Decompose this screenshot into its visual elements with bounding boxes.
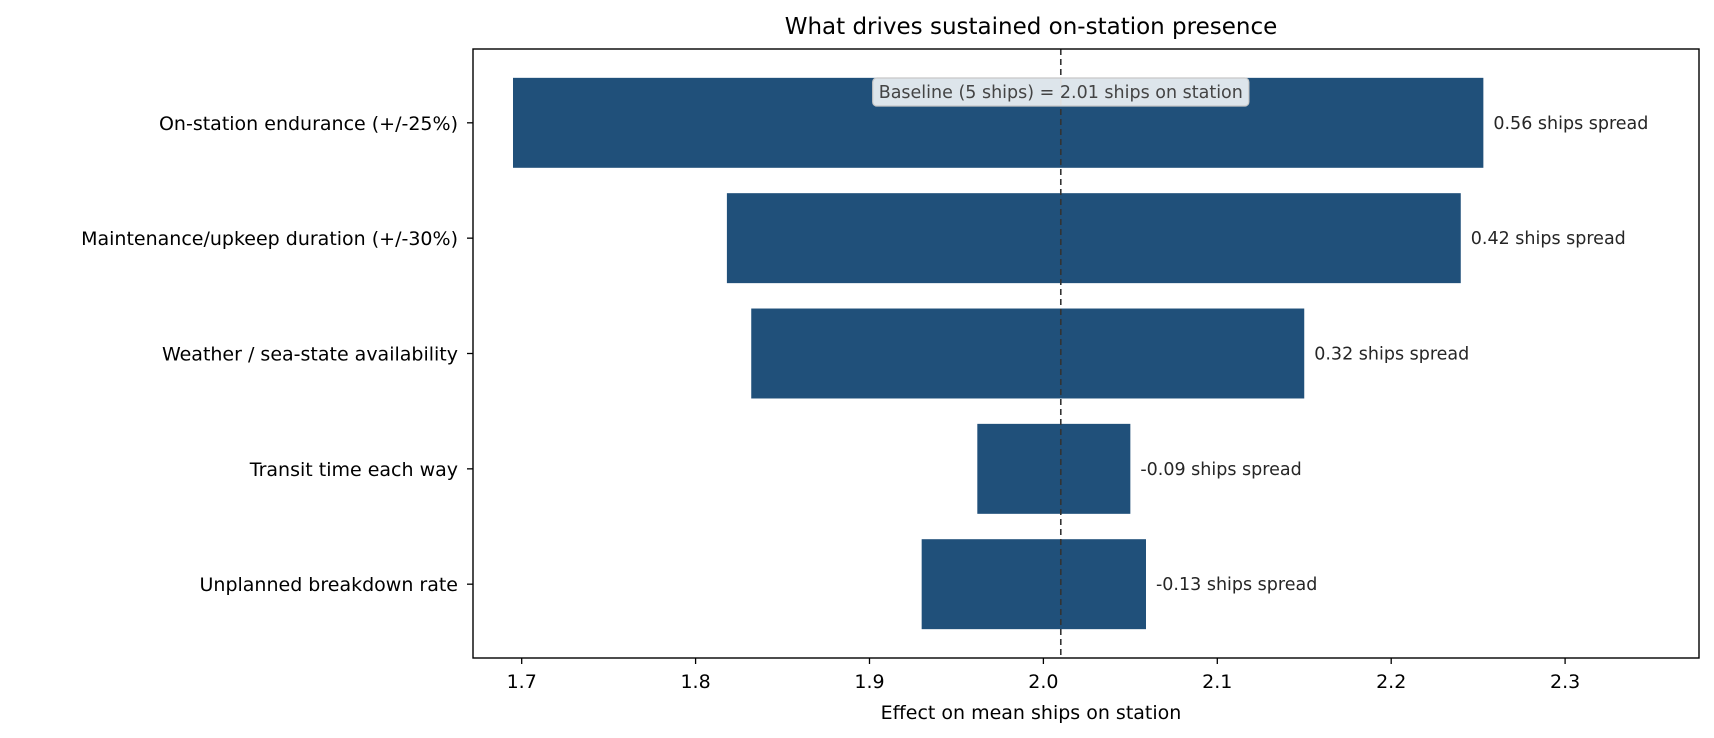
data-label-5: -0.13 ships spread (1156, 575, 1317, 595)
data-label-2: 0.42 ships spread (1471, 229, 1626, 249)
bar-5 (921, 539, 1146, 630)
y-tick-label-2: Maintenance/upkeep duration (+/-30%) (81, 228, 458, 250)
bar-3 (751, 308, 1305, 399)
x-tick-label-4: 2.0 (1028, 671, 1058, 693)
x-tick-label-2: 1.8 (680, 671, 710, 693)
chart-title: What drives sustained on-station presenc… (785, 14, 1278, 40)
data-label-1: 0.56 ships spread (1493, 114, 1648, 134)
y-axis: On-station endurance (+/-25%) Maintenance… (81, 113, 473, 596)
baseline-annotation: Baseline (5 ships) = 2.01 ships on stati… (879, 83, 1243, 103)
y-tick-label-1: On-station endurance (+/-25%) (159, 113, 458, 135)
bar-2 (726, 193, 1461, 284)
baseline-annotation-box (872, 77, 1250, 107)
x-tick-label-1: 1.7 (507, 671, 537, 693)
x-tick-label-3: 1.9 (854, 671, 884, 693)
y-tick-label-4: Transit time each way (249, 459, 458, 481)
data-label-4: -0.09 ships spread (1140, 460, 1301, 480)
data-labels-layer: 0.56 ships spread 0.42 ships spread 0.32 s… (1140, 114, 1648, 595)
x-axis: 1.7 1.8 1.9 2.0 2.1 2.2 2.3 (507, 658, 1580, 693)
bar-4 (977, 423, 1131, 514)
x-tick-label-5: 2.1 (1202, 671, 1232, 693)
baseline-layer: Baseline (5 ships) = 2.01 ships on stati… (872, 49, 1250, 658)
x-tick-label-6: 2.2 (1376, 671, 1406, 693)
x-axis-label: Effect on mean ships on station (881, 702, 1182, 724)
y-tick-label-5: Unplanned breakdown rate (200, 574, 459, 596)
y-tick-label-3: Weather / sea-state availability (162, 344, 458, 366)
x-tick-label-7: 2.3 (1550, 671, 1580, 693)
data-label-3: 0.32 ships spread (1314, 345, 1469, 365)
